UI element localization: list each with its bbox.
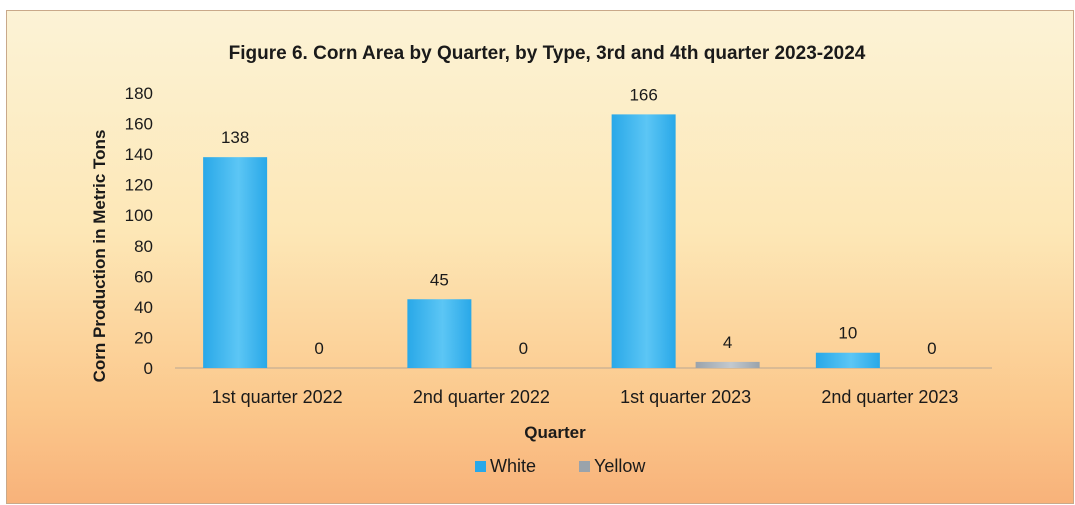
bar-white (407, 299, 472, 368)
y-tick-label: 20 (134, 328, 153, 347)
legend-label-yellow: Yellow (594, 456, 646, 476)
y-tick-label: 120 (125, 176, 153, 195)
legend-swatch-yellow (579, 461, 590, 472)
bar-yellow (695, 361, 760, 368)
data-label-white: 166 (629, 85, 657, 104)
bar-white (203, 157, 268, 368)
chart-frame: Figure 6. Corn Area by Quarter, by Type,… (6, 10, 1074, 504)
data-label-white: 138 (221, 128, 249, 147)
data-label-white: 45 (430, 270, 449, 289)
bar-white (611, 114, 676, 368)
y-axis-ticks: 0 20 40 60 80 100 120 140 160 180 (125, 84, 153, 378)
bars-group: 138 0 45 0 166 4 10 0 (203, 85, 937, 368)
y-tick-label: 60 (134, 267, 153, 286)
bar-white (815, 352, 880, 368)
legend-swatch-white (475, 461, 486, 472)
y-tick-label: 140 (125, 145, 153, 164)
y-axis-label: Corn Production in Metric Tons (90, 130, 109, 383)
x-axis-label: Quarter (524, 423, 586, 442)
corn-production-chart: Figure 6. Corn Area by Quarter, by Type,… (90, 43, 992, 476)
chart-title: Figure 6. Corn Area by Quarter, by Type,… (229, 43, 866, 64)
x-tick-label: 1st quarter 2023 (620, 387, 751, 407)
y-tick-label: 160 (125, 115, 153, 134)
legend-label-white: White (490, 456, 536, 476)
data-label-yellow: 0 (927, 339, 936, 358)
y-tick-label: 0 (144, 359, 153, 378)
x-tick-label: 2nd quarter 2022 (413, 387, 550, 407)
y-tick-label: 80 (134, 237, 153, 256)
data-label-yellow: 4 (723, 333, 732, 352)
x-tick-label: 1st quarter 2022 (212, 387, 343, 407)
data-label-yellow: 0 (519, 339, 528, 358)
y-tick-label: 180 (125, 84, 153, 103)
category-labels: 1st quarter 2022 2nd quarter 2022 1st quar… (212, 387, 959, 407)
data-label-yellow: 0 (314, 339, 323, 358)
data-label-white: 10 (838, 324, 857, 343)
y-tick-label: 40 (134, 298, 153, 317)
x-tick-label: 2nd quarter 2023 (821, 387, 958, 407)
legend: White Yellow (475, 456, 646, 476)
y-tick-label: 100 (125, 206, 153, 225)
